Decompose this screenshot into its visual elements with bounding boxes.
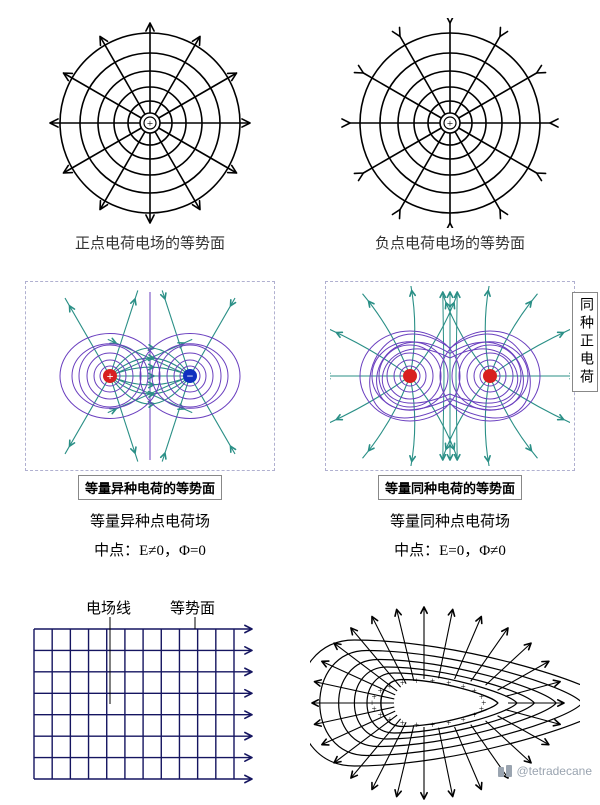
midpoint-same: 中点：E=0，Φ≠0 <box>394 543 506 559</box>
svg-text:+: + <box>430 720 435 730</box>
subtitle-same: 等量同种点电荷场 中点：E=0，Φ≠0 <box>390 508 510 565</box>
cell-uniform-field: 电场线 等势面 <box>20 595 270 795</box>
boxed-label-same: 等量同种电荷的等势面 <box>378 475 522 500</box>
row-point-charges: + 正点电荷电场的等势面 + 负点电荷电场的等势面 <box>0 0 600 255</box>
watermark: @tetradecane <box>498 764 592 779</box>
svg-text:+: + <box>461 715 466 725</box>
subtitle-opposite-text: 等量异种点电荷场 <box>90 514 210 530</box>
diagram-negative-radial: + <box>340 18 560 228</box>
cell-negative-point-charge: + 负点电荷电场的等势面 <box>340 18 560 255</box>
row-dipoles: +− 等量异种电荷的等势面 等量异种点电荷场 中点：E≠0，Φ=0 同种正电荷 … <box>0 281 600 565</box>
zhihu-logo-icon <box>498 765 512 779</box>
cell-positive-point-charge: + 正点电荷电场的等势面 <box>40 18 260 255</box>
boxed-label-opposite: 等量异种电荷的等势面 <box>78 475 222 500</box>
diagram-same-dipole <box>330 286 570 466</box>
svg-text:+: + <box>472 710 477 720</box>
svg-text:+: + <box>414 676 419 686</box>
svg-text:电场线: 电场线 <box>86 600 131 617</box>
watermark-text: @tetradecane <box>516 764 592 778</box>
svg-text:+: + <box>479 704 484 714</box>
svg-text:+: + <box>372 692 377 702</box>
svg-text:+: + <box>447 118 453 130</box>
svg-text:+: + <box>446 678 451 688</box>
subtitle-same-text: 等量同种点电荷场 <box>390 514 510 530</box>
caption-positive: 正点电荷电场的等势面 <box>75 234 225 255</box>
svg-text:+: + <box>461 681 466 691</box>
svg-text:+: + <box>107 369 114 383</box>
svg-text:+: + <box>430 676 435 686</box>
diagram-opposite-dipole: +− <box>30 286 270 466</box>
svg-text:+: + <box>147 118 153 130</box>
caption-negative: 负点电荷电场的等势面 <box>375 234 525 255</box>
diagram-positive-radial: + <box>40 18 260 228</box>
dashed-frame-right: 同种正电荷 <box>325 281 575 471</box>
svg-text:等势面: 等势面 <box>170 599 215 617</box>
svg-text:+: + <box>414 720 419 730</box>
cell-opposite-dipole: +− 等量异种电荷的等势面 等量异种点电荷场 中点：E≠0，Φ=0 <box>25 281 275 565</box>
cell-same-dipole: 同种正电荷 等量同种电荷的等势面 等量同种点电荷场 中点：E=0，Φ≠0 <box>325 281 575 565</box>
dashed-frame-left: +− <box>25 281 275 471</box>
svg-text:+: + <box>472 686 477 696</box>
svg-text:+: + <box>446 718 451 728</box>
svg-text:+: + <box>479 692 484 702</box>
midpoint-opposite: 中点：E≠0，Φ=0 <box>94 543 206 559</box>
diagram-uniform-field: 电场线 等势面 <box>20 595 270 795</box>
svg-text:−: − <box>187 369 194 383</box>
subtitle-opposite: 等量异种点电荷场 中点：E≠0，Φ=0 <box>90 508 210 565</box>
side-label-same: 同种正电荷 <box>572 292 598 392</box>
